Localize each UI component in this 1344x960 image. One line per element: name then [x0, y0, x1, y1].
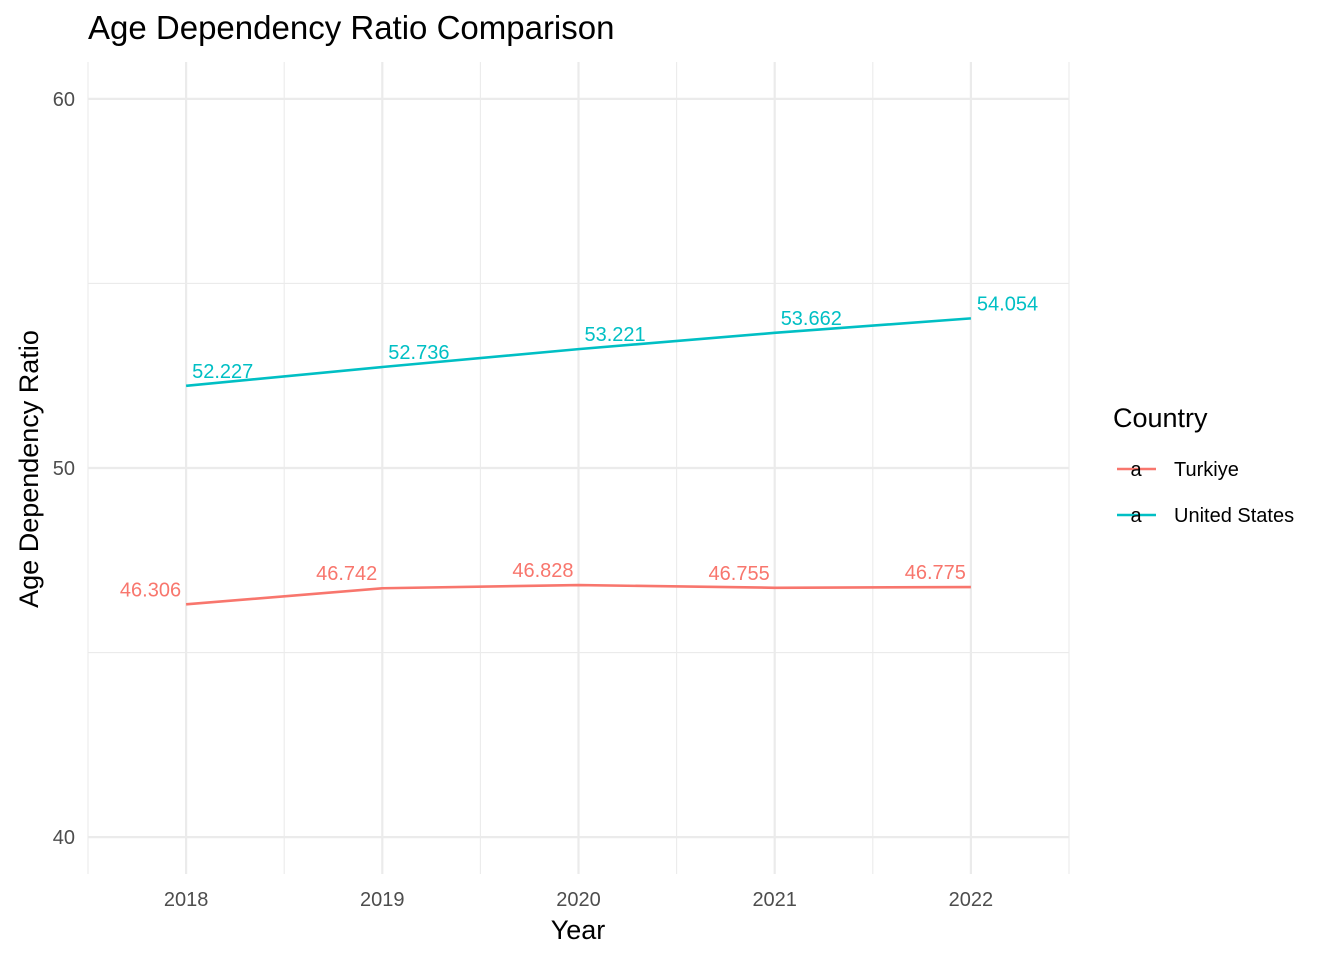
legend-label: United States — [1174, 505, 1294, 527]
data-label: 52.736 — [388, 342, 449, 364]
x-tick-label: 2020 — [556, 889, 601, 911]
data-label: 53.662 — [781, 308, 842, 330]
y-tick-label: 40 — [53, 827, 75, 849]
x-tick-label: 2018 — [164, 889, 209, 911]
legend: Country a Turkiye a United States — [1113, 403, 1294, 527]
series-line-0 — [185, 583, 971, 606]
data-label: 46.742 — [316, 563, 377, 585]
data-label: 52.227 — [192, 361, 253, 383]
data-label: 46.306 — [120, 579, 181, 601]
legend-label: Turkiye — [1174, 459, 1239, 481]
x-tick-label: 2021 — [752, 889, 797, 911]
data-labels: 46.306 46.742 46.828 46.755 46.775 52.227 52.7… — [120, 293, 1038, 601]
y-tick-label: 50 — [53, 458, 75, 480]
x-tick-label: 2022 — [949, 889, 994, 911]
series-line-1 — [185, 317, 971, 388]
legend-key-glyph: a — [1130, 459, 1142, 481]
chart-title: Age Dependency Ratio Comparison — [88, 9, 614, 46]
legend-title: Country — [1113, 403, 1208, 433]
x-tick-label: 2019 — [360, 889, 405, 911]
legend-item: a United States — [1117, 505, 1294, 527]
data-label: 54.054 — [977, 293, 1038, 315]
y-tick-label: 60 — [53, 89, 75, 111]
legend-key-glyph: a — [1130, 505, 1142, 527]
legend-item: a Turkiye — [1117, 459, 1239, 481]
x-axis-title: Year — [551, 915, 606, 945]
grid — [87, 62, 1070, 874]
data-label: 46.755 — [709, 563, 770, 585]
data-label: 53.221 — [585, 324, 646, 346]
x-axis-ticks: 2018 2019 2020 2021 2022 — [164, 889, 993, 911]
y-axis-ticks: 40 50 60 — [53, 89, 75, 849]
y-axis-title: Age Dependency Ratio — [14, 330, 44, 608]
data-label: 46.775 — [905, 562, 966, 584]
series-lines — [185, 317, 971, 606]
data-label: 46.828 — [512, 560, 573, 582]
